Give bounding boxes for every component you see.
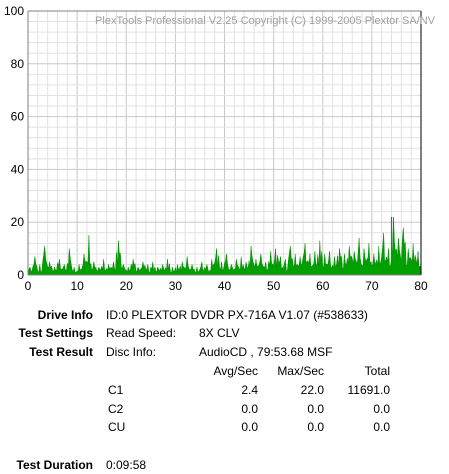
row-avg: 2.4: [241, 383, 258, 397]
error-rate-chart: PlexTools Professional V2.25 Copyright (…: [4, 4, 436, 293]
x-tick-label: 40: [218, 279, 232, 293]
header-max-sec: Max/Sec: [277, 364, 324, 378]
row-total: 0.0: [373, 402, 390, 416]
x-tick-label: 50: [267, 279, 281, 293]
x-tick-label: 30: [169, 279, 183, 293]
y-tick-label: 100: [4, 4, 24, 18]
row-total: 11691.0: [347, 383, 391, 397]
header-avg-sec: Avg/Sec: [213, 364, 258, 378]
row-name: C2: [108, 402, 124, 416]
y-tick-label: 40: [11, 162, 25, 176]
x-tick-labels: 0 10 20 30 40 50 60 70 80: [25, 279, 428, 293]
x-tick-label: 70: [365, 279, 379, 293]
row-name: C1: [108, 383, 124, 397]
y-tick-label: 80: [11, 57, 25, 71]
drive-info-label: Drive Info: [37, 308, 93, 322]
y-tick-label: 0: [17, 268, 24, 282]
y-tick-label: 60: [11, 110, 25, 124]
disc-info-label: Disc Info:: [106, 345, 157, 359]
x-tick-label: 60: [316, 279, 330, 293]
x-tick-label: 80: [414, 279, 428, 293]
row-total: 0.0: [373, 420, 390, 434]
disc-info-value: AudioCD , 79:53.68 MSF: [199, 345, 333, 359]
x-tick-label: 0: [25, 279, 32, 293]
x-tick-label: 10: [70, 279, 84, 293]
x-tick-label: 20: [120, 279, 134, 293]
chart-grid: [27, 10, 422, 276]
read-speed-value: 8X CLV: [199, 326, 240, 340]
test-result-label: Test Result: [29, 345, 93, 359]
test-duration-value: 0:09:58: [106, 458, 147, 472]
test-duration-label: Test Duration: [16, 458, 93, 472]
row-max: 0.0: [307, 402, 324, 416]
y-tick-label: 20: [11, 215, 25, 229]
test-settings-label: Test Settings: [18, 326, 93, 340]
row-name: CU: [108, 420, 126, 434]
row-max: 22.0: [300, 383, 324, 397]
y-tick-labels: 0 20 40 60 80 100: [4, 4, 24, 282]
row-max: 0.0: [307, 420, 324, 434]
read-speed-label: Read Speed:: [106, 326, 177, 340]
row-avg: 0.0: [241, 402, 258, 416]
c1-error-area: [27, 216, 422, 276]
chart-axes: [27, 10, 421, 276]
row-avg: 0.0: [241, 420, 258, 434]
chart-watermark: PlexTools Professional V2.25 Copyright (…: [95, 15, 436, 27]
header-total: Total: [364, 364, 390, 378]
drive-info-value: ID:0 PLEXTOR DVDR PX-716A V1.07 (#538633…: [106, 308, 368, 322]
